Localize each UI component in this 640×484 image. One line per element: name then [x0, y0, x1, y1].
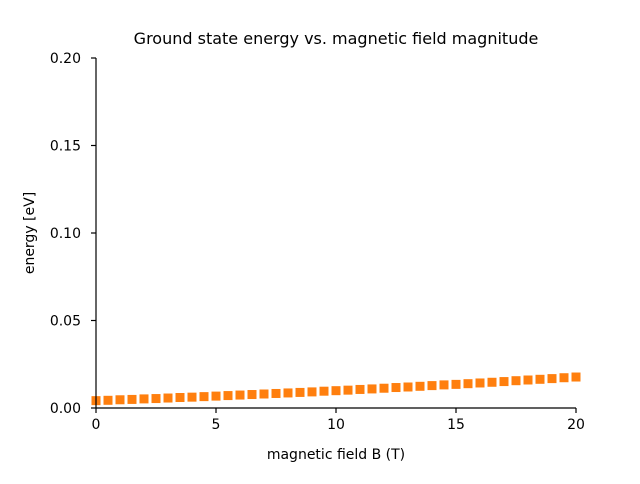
data-point [103, 395, 113, 405]
data-point [475, 378, 485, 388]
x-tick-label: 0 [92, 417, 101, 433]
data-point [511, 376, 521, 386]
data-point [235, 390, 245, 400]
y-tick-label: 0.05 [50, 314, 81, 330]
data-point [139, 394, 149, 404]
data-point [547, 374, 557, 384]
data-point [343, 385, 353, 395]
data-point [163, 393, 173, 403]
data-point [319, 386, 329, 396]
chart-title: Ground state energy vs. magnetic field m… [134, 29, 539, 48]
data-point [307, 387, 317, 397]
data-point [403, 382, 413, 392]
data-point [127, 394, 137, 404]
data-point [391, 383, 401, 393]
data-point [187, 392, 197, 402]
data-point [535, 374, 545, 384]
data-point [487, 377, 497, 387]
data-point [175, 393, 185, 402]
data-point [259, 389, 269, 399]
y-tick-label: 0.00 [50, 401, 81, 417]
data-point [427, 381, 437, 391]
data-points [91, 372, 581, 406]
data-point [367, 384, 377, 394]
data-point [379, 383, 389, 393]
data-point [271, 388, 281, 398]
data-point [295, 387, 305, 397]
data-point [247, 390, 257, 400]
data-point [499, 377, 509, 387]
data-point [523, 375, 533, 385]
y-tick-label: 0.15 [50, 139, 81, 155]
data-point [355, 384, 365, 394]
y-tick-label: 0.10 [50, 226, 81, 242]
x-tick-label: 15 [447, 417, 465, 433]
data-point [211, 391, 221, 401]
y-tick-label: 0.20 [50, 51, 81, 67]
data-point [571, 372, 581, 382]
data-point [283, 388, 293, 398]
data-point [115, 395, 125, 405]
y-axis-label: energy [eV] [22, 192, 38, 274]
data-point [415, 381, 425, 391]
data-point [151, 394, 161, 404]
data-point [439, 380, 449, 390]
data-point [463, 379, 473, 389]
data-point [331, 386, 341, 396]
x-axis-label: magnetic field B (T) [267, 447, 405, 463]
axis-ticks: 0 5 10 15 20 0.00 0.05 0.10 0.15 0.20 [50, 51, 585, 433]
data-point [223, 391, 233, 401]
data-point [451, 379, 461, 389]
data-point [559, 373, 569, 383]
x-tick-label: 20 [567, 417, 585, 433]
x-tick-label: 5 [212, 417, 221, 433]
data-point [199, 392, 209, 402]
x-tick-label: 10 [327, 417, 345, 433]
